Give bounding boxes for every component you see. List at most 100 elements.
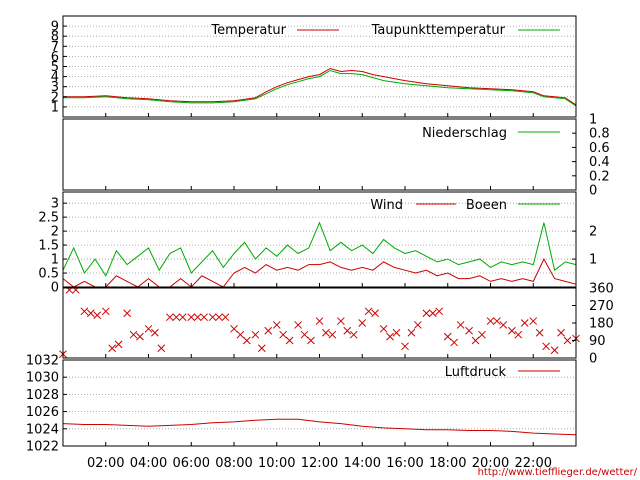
wind-direction-point: [208, 313, 217, 322]
wind-direction-point: [242, 336, 251, 345]
wind-direction-point: [422, 309, 431, 318]
wind-direction-point: [435, 307, 444, 316]
wind-direction-point: [172, 313, 181, 322]
x-tick-label: 18:00: [429, 456, 466, 471]
wind-direction-point: [343, 326, 352, 335]
y2-tick-label: 0: [589, 184, 597, 199]
wind-direction-point: [535, 328, 544, 337]
wind-direction-point: [563, 336, 572, 345]
y-tick-label: 4: [51, 70, 59, 85]
wind-direction-point: [407, 328, 416, 337]
y-tick-label: 0: [51, 281, 59, 296]
wind-direction-point: [465, 326, 473, 335]
wind-direction-point: [187, 313, 196, 322]
wind-direction-point: [413, 321, 422, 329]
wind-direction-point: [114, 340, 123, 349]
wind-direction-point: [101, 307, 110, 316]
wind-direction-point: [129, 330, 138, 339]
x-tick-label: 12:00: [301, 456, 338, 471]
wind-direction-point: [493, 317, 501, 325]
wind-direction-point: [215, 313, 223, 322]
legend-taupunkttemperatur: Taupunkttemperatur: [371, 23, 506, 38]
wind-direction-point: [401, 342, 409, 351]
wind-direction-point: [349, 330, 358, 339]
wind-direction-point: [542, 342, 550, 351]
frame-layer: [62, 15, 577, 447]
wind-direction-point: [108, 344, 117, 353]
legend-temperatur: Temperatur: [210, 23, 286, 38]
wind-direction-point: [379, 324, 388, 333]
y2-tick-label: 1: [589, 253, 597, 268]
y-tick-label: 2.5: [38, 211, 59, 226]
legend-luftdruck: Luftdruck: [445, 365, 507, 380]
wind-direction-point: [123, 309, 131, 318]
wind-direction-point: [230, 324, 238, 333]
wind-direction-point: [264, 326, 273, 335]
wind-direction-point: [450, 338, 459, 347]
wind-direction-point: [285, 336, 294, 345]
wind-direction-point: [136, 332, 144, 341]
x-tick-label: 22:00: [515, 456, 552, 471]
wind-direction-point: [337, 317, 345, 325]
y-tick-label: 2: [51, 90, 59, 105]
y-tick-label: 1: [51, 100, 59, 115]
wind-direction-point: [294, 321, 302, 329]
wind-direction-point: [443, 332, 452, 341]
wind-direction-point: [236, 330, 245, 339]
wind-direction-point: [486, 317, 495, 325]
series-line-boeen: [62, 221, 577, 277]
x-tick-label: 08:00: [215, 456, 252, 471]
wind-direction-point: [307, 336, 315, 345]
wind-direction-point: [456, 321, 465, 329]
wind-direction-point: [300, 330, 309, 339]
y2-tick-label: 0.2: [589, 169, 610, 184]
wind-direction-point: [529, 317, 538, 325]
y-tick-label: 0.5: [38, 267, 59, 282]
wind-direction-point: [520, 319, 529, 327]
y-tick-label: 1022: [26, 440, 59, 455]
x-tick-label: 06:00: [173, 456, 210, 471]
y2-tick-label: 2: [589, 225, 597, 240]
wind-direction-point: [322, 328, 330, 337]
x-tick-label: 10:00: [258, 456, 295, 471]
wind-direction-point: [315, 317, 324, 325]
wind-direction-point: [371, 309, 379, 318]
y2-tick-label: 90: [589, 334, 606, 349]
wind-direction-point: [221, 313, 230, 322]
wind-direction-point: [514, 330, 523, 339]
wind-direction-point: [358, 319, 367, 327]
wind-direction-point: [86, 309, 95, 318]
x-tick-label: 20:00: [472, 456, 509, 471]
y-tick-label: 1.5: [38, 239, 59, 254]
wind-direction-point: [386, 332, 394, 341]
wind-direction-point: [478, 330, 486, 339]
wind-direction-point: [193, 313, 202, 322]
legend-wind: Wind: [370, 198, 403, 213]
x-tick-label: 04:00: [130, 456, 167, 471]
y2-tick-label: 1: [589, 113, 597, 128]
series-line-taupunkttemperatur: [63, 69, 577, 107]
y-tick-label: 1024: [26, 422, 59, 437]
x-tick-label: 14:00: [344, 456, 381, 471]
wind-direction-point: [144, 324, 153, 333]
y-tick-label: 9: [51, 20, 59, 35]
y2-tick-label: 360: [589, 282, 614, 297]
wind-direction-point: [392, 328, 401, 337]
wind-direction-point: [508, 326, 516, 335]
y-tick-label: 1030: [26, 371, 59, 386]
series-line-luftdruck: [62, 418, 577, 436]
y2-tick-label: 270: [589, 299, 614, 314]
wind-direction-point: [428, 309, 437, 318]
x-tick-label: 16:00: [386, 456, 423, 471]
y2-tick-label: 0.8: [589, 127, 610, 142]
legend-niederschlag: Niederschlag: [422, 126, 507, 141]
y-tick-label: 1026: [26, 405, 59, 420]
wind-direction-point: [550, 346, 559, 355]
wind-direction-point: [499, 321, 508, 329]
y-tick-label: 2: [51, 225, 59, 240]
text-layer: Temperatur Taupunkttemperatur Niederschl…: [26, 20, 638, 478]
y-tick-label: 1028: [26, 388, 59, 403]
y-tick-label: 7: [51, 40, 59, 55]
credit-url: http://www.tiefflieger.de/wetter/: [478, 467, 638, 478]
